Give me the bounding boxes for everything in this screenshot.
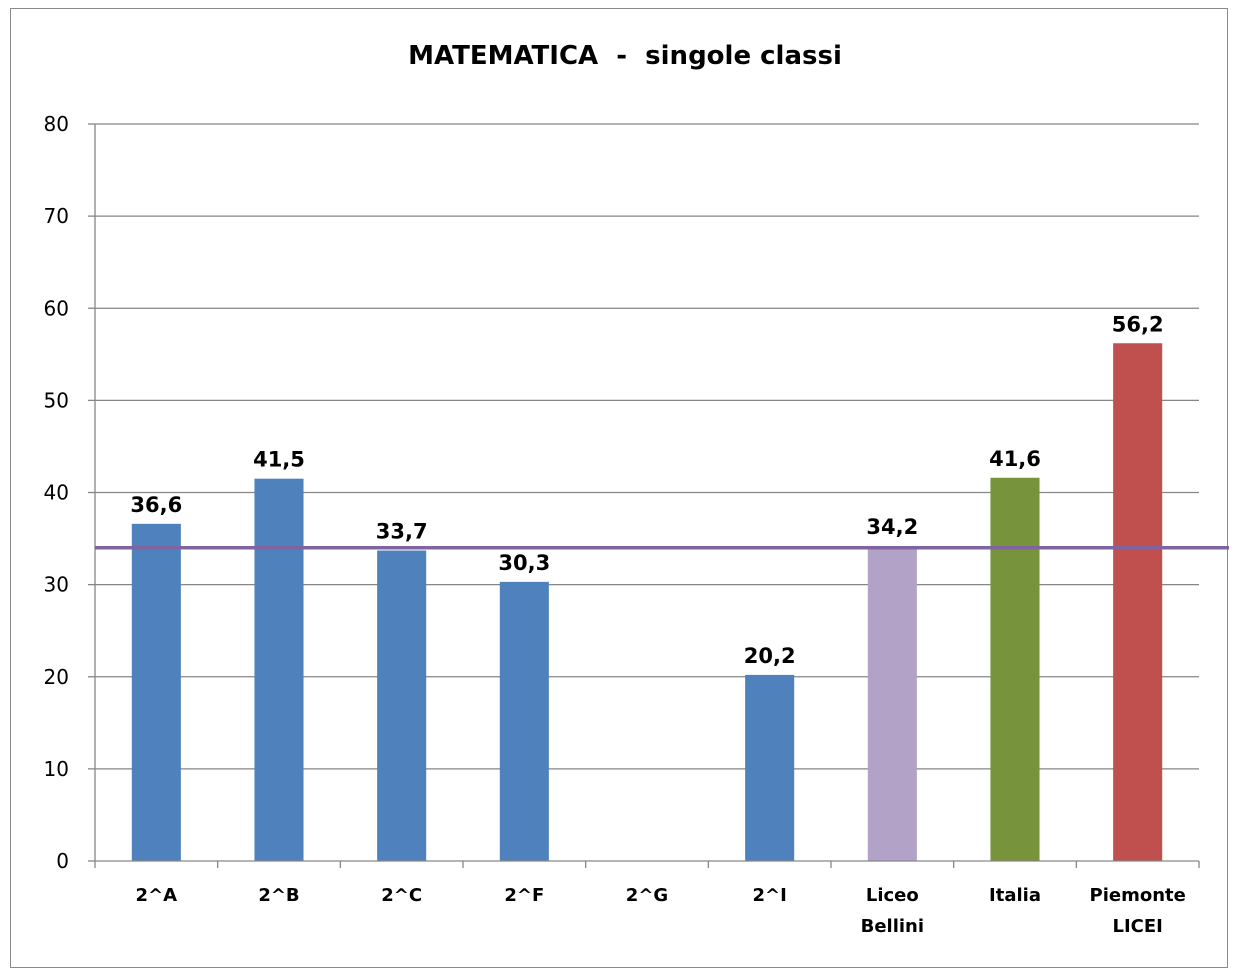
y-tick-label: 70: [44, 204, 69, 228]
bar: [499, 581, 549, 861]
bar: [1113, 343, 1163, 861]
x-tick-label: 2^I: [753, 885, 787, 906]
x-tick-label-line: Liceo: [866, 885, 919, 906]
x-tick-label-line: 2^C: [381, 885, 422, 906]
data-label: 36,6: [130, 493, 182, 517]
y-tick-label: 40: [44, 481, 69, 505]
x-axis: 2^A 2^B 2^C 2^F 2^G 2^I Liceo Bellini Italia Piem…: [94, 860, 1200, 937]
x-tick-label-line: 2^B: [258, 885, 299, 906]
y-tick-label: 30: [44, 573, 69, 597]
bar-chart: MATEMATICA - singole classi 0 10 20 30 40 50 6…: [44, 41, 1229, 937]
bar: [867, 545, 917, 861]
y-tick-label: 0: [56, 849, 69, 873]
chart-title: MATEMATICA - singole classi: [408, 41, 842, 71]
chart-frame: MATEMATICA - singole classi 0 10 20 30 40 50 6…: [10, 8, 1229, 968]
y-tick-label: 50: [44, 388, 69, 412]
x-tick-label: 2^F: [504, 885, 544, 906]
x-tick-label-line: 2^A: [136, 885, 178, 906]
bar: [131, 523, 181, 861]
x-tick-label: 2^B: [258, 885, 299, 906]
data-label: 41,6: [989, 447, 1041, 471]
x-tick-label: 2^G: [626, 885, 668, 906]
data-label: 41,5: [253, 448, 305, 472]
x-tick-label: 2^A: [136, 885, 178, 906]
x-tick-label-line: Italia: [989, 885, 1041, 906]
bar: [745, 674, 795, 861]
x-tick-label-line: 2^G: [626, 885, 668, 906]
bars: [131, 343, 1163, 861]
x-tick-label: Italia: [989, 885, 1041, 906]
bar: [254, 478, 304, 861]
x-tick-label: Liceo Bellini: [861, 885, 924, 937]
x-tick-label-line: 2^F: [504, 885, 544, 906]
y-tick-label: 60: [44, 296, 69, 320]
x-tick-label-line: LICEI: [1112, 916, 1162, 937]
x-tick-label-line: 2^I: [753, 885, 787, 906]
data-label: 34,2: [866, 515, 918, 539]
data-label: 33,7: [376, 520, 428, 544]
bar: [990, 477, 1040, 861]
data-labels: 36,6 41,5 33,7 30,3 20,2 34,2 41,6 56,2: [130, 312, 1163, 668]
x-tick-label: Piemonte LICEI: [1090, 885, 1186, 937]
data-label: 56,2: [1112, 312, 1164, 336]
y-tick-label: 80: [44, 112, 69, 136]
data-label: 30,3: [498, 551, 550, 575]
y-tick-label: 20: [44, 665, 69, 689]
x-tick-label-line: Bellini: [861, 916, 924, 937]
y-tick-label: 10: [44, 757, 69, 781]
x-tick-label: 2^C: [381, 885, 422, 906]
data-label: 20,2: [744, 644, 796, 668]
x-tick-label-line: Piemonte: [1090, 885, 1186, 906]
bar: [377, 550, 427, 861]
y-axis: 0 10 20 30 40 50 60 70 80: [44, 112, 96, 873]
